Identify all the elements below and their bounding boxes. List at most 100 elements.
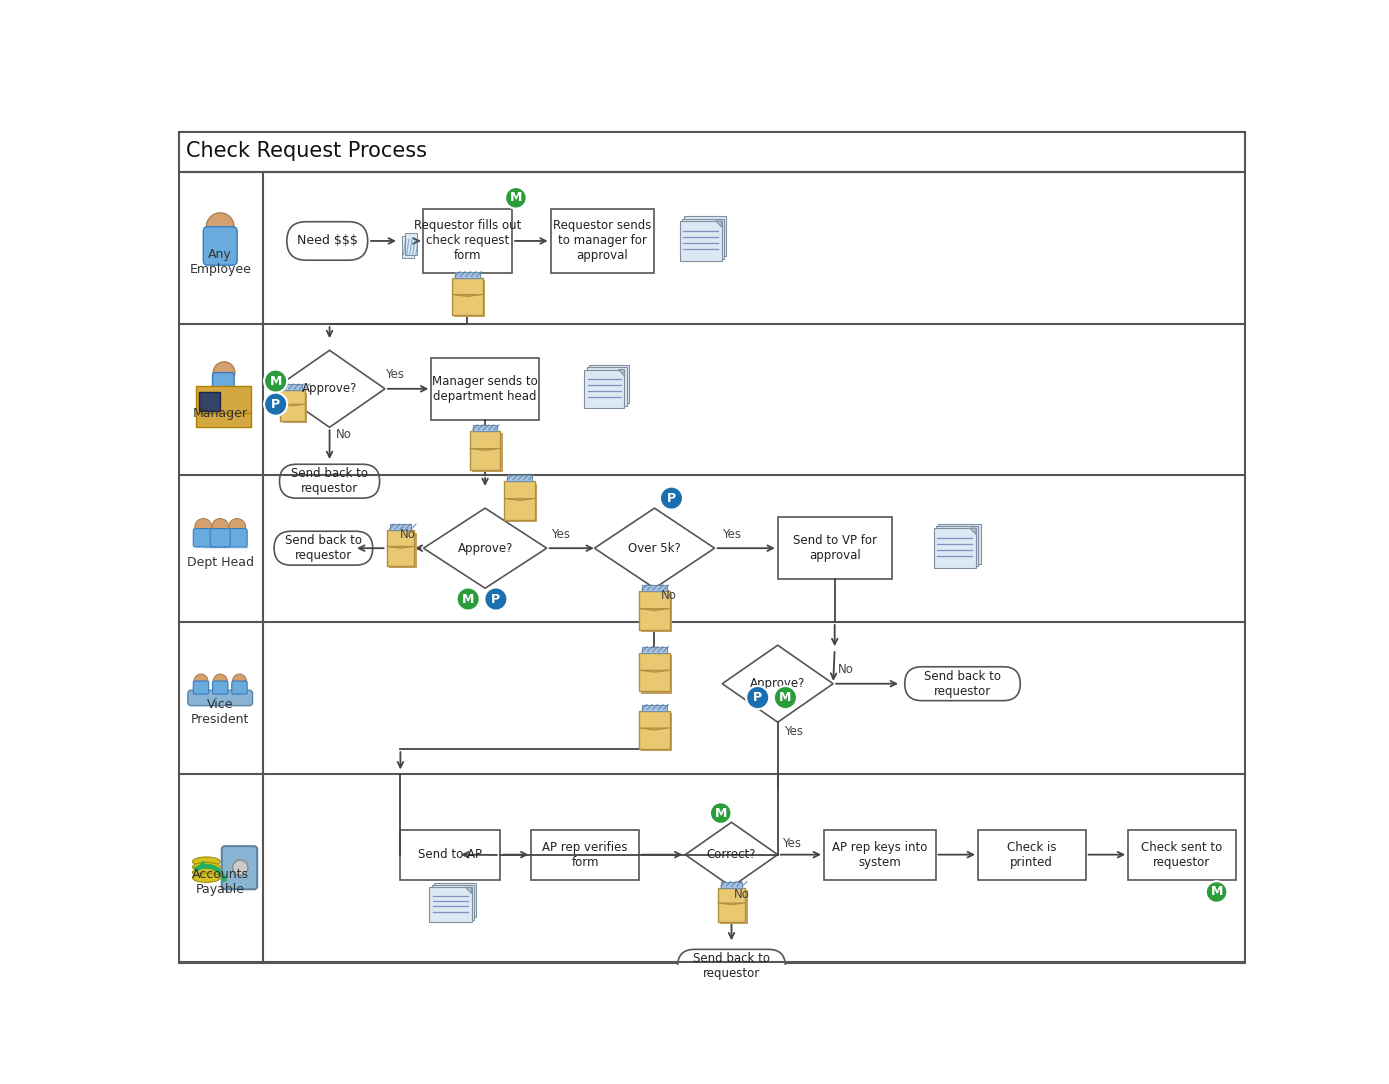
FancyBboxPatch shape xyxy=(586,367,626,405)
Text: Check Request Process: Check Request Process xyxy=(186,141,428,162)
Text: No: No xyxy=(660,590,676,603)
FancyBboxPatch shape xyxy=(400,829,500,880)
Text: AP rep keys into
system: AP rep keys into system xyxy=(832,841,926,868)
Polygon shape xyxy=(465,888,472,893)
Circle shape xyxy=(211,518,229,535)
Polygon shape xyxy=(283,384,301,390)
Text: Check is
printed: Check is printed xyxy=(1007,841,1057,868)
Text: M: M xyxy=(269,375,282,388)
Text: M: M xyxy=(779,692,792,705)
Polygon shape xyxy=(456,272,479,278)
Polygon shape xyxy=(721,881,742,888)
Text: Yes: Yes xyxy=(722,528,740,541)
Text: Send back to
requestor: Send back to requestor xyxy=(285,534,363,563)
FancyBboxPatch shape xyxy=(179,131,1245,964)
FancyBboxPatch shape xyxy=(682,219,724,259)
Text: M: M xyxy=(714,806,726,820)
Polygon shape xyxy=(642,647,667,653)
Text: P: P xyxy=(271,398,281,411)
FancyBboxPatch shape xyxy=(1128,829,1236,880)
FancyBboxPatch shape xyxy=(904,667,1021,700)
Polygon shape xyxy=(424,508,547,589)
FancyBboxPatch shape xyxy=(639,591,669,630)
Circle shape xyxy=(214,674,228,688)
FancyBboxPatch shape xyxy=(936,526,978,566)
FancyBboxPatch shape xyxy=(389,533,417,568)
Text: Manager sends to
department head: Manager sends to department head xyxy=(432,375,538,403)
FancyBboxPatch shape xyxy=(639,711,669,749)
Text: Check sent to
requestor: Check sent to requestor xyxy=(1142,841,1222,868)
Text: M: M xyxy=(1210,886,1222,899)
FancyBboxPatch shape xyxy=(642,594,672,632)
FancyBboxPatch shape xyxy=(589,365,629,403)
FancyBboxPatch shape xyxy=(532,829,639,880)
FancyBboxPatch shape xyxy=(778,517,892,579)
Text: Over 5k?: Over 5k? xyxy=(628,542,681,555)
Text: Requestor fills out
check request
form: Requestor fills out check request form xyxy=(414,219,521,262)
Text: No: No xyxy=(838,663,853,676)
Circle shape xyxy=(264,370,288,392)
FancyBboxPatch shape xyxy=(232,681,247,694)
FancyBboxPatch shape xyxy=(432,885,474,919)
Text: Any
Employee: Any Employee xyxy=(189,248,251,276)
Polygon shape xyxy=(594,508,714,589)
FancyBboxPatch shape xyxy=(642,713,672,751)
FancyBboxPatch shape xyxy=(429,888,472,922)
Circle shape xyxy=(194,674,208,688)
FancyBboxPatch shape xyxy=(469,431,500,469)
FancyBboxPatch shape xyxy=(210,529,231,547)
Text: P: P xyxy=(753,692,763,705)
Text: AP rep verifies
form: AP rep verifies form xyxy=(543,841,628,868)
FancyBboxPatch shape xyxy=(196,413,251,426)
Polygon shape xyxy=(722,645,833,722)
Polygon shape xyxy=(507,475,532,481)
Polygon shape xyxy=(970,528,976,534)
FancyBboxPatch shape xyxy=(678,950,785,983)
Ellipse shape xyxy=(193,867,221,877)
Text: Correct?: Correct? xyxy=(707,848,756,861)
FancyBboxPatch shape xyxy=(718,888,746,921)
Text: Send to AP: Send to AP xyxy=(418,848,482,861)
FancyBboxPatch shape xyxy=(433,882,476,917)
Circle shape xyxy=(207,212,235,241)
Polygon shape xyxy=(642,585,667,591)
FancyBboxPatch shape xyxy=(472,434,503,472)
Text: No: No xyxy=(336,428,351,441)
Text: Approve?: Approve? xyxy=(750,678,806,691)
Ellipse shape xyxy=(193,857,221,866)
FancyBboxPatch shape xyxy=(933,528,976,568)
Text: Manager: Manager xyxy=(193,406,247,420)
Polygon shape xyxy=(715,221,722,228)
FancyBboxPatch shape xyxy=(451,278,483,314)
Text: Approve?: Approve? xyxy=(301,383,357,396)
FancyBboxPatch shape xyxy=(222,847,257,889)
Polygon shape xyxy=(685,823,778,887)
FancyBboxPatch shape xyxy=(424,208,513,273)
FancyBboxPatch shape xyxy=(203,227,238,266)
Circle shape xyxy=(232,860,249,876)
Text: Requestor sends
to manager for
approval: Requestor sends to manager for approval xyxy=(553,219,651,262)
Polygon shape xyxy=(718,903,746,905)
FancyBboxPatch shape xyxy=(228,529,247,547)
Circle shape xyxy=(457,588,479,610)
Text: M: M xyxy=(463,593,475,606)
FancyBboxPatch shape xyxy=(196,387,251,413)
Text: P: P xyxy=(667,492,676,505)
Text: Need $$$: Need $$$ xyxy=(297,234,358,247)
Ellipse shape xyxy=(193,873,221,882)
Circle shape xyxy=(485,588,507,610)
Circle shape xyxy=(660,487,683,509)
Polygon shape xyxy=(390,525,411,530)
FancyBboxPatch shape xyxy=(504,481,535,519)
Text: Vice
President: Vice President xyxy=(192,698,250,726)
FancyBboxPatch shape xyxy=(213,681,228,694)
Polygon shape xyxy=(281,404,306,405)
Polygon shape xyxy=(639,608,669,610)
Circle shape xyxy=(194,518,211,535)
FancyBboxPatch shape xyxy=(585,370,625,408)
Polygon shape xyxy=(451,295,483,296)
Text: Yes: Yes xyxy=(386,369,404,382)
FancyBboxPatch shape xyxy=(824,829,936,880)
FancyBboxPatch shape xyxy=(642,655,672,694)
FancyBboxPatch shape xyxy=(286,222,368,260)
